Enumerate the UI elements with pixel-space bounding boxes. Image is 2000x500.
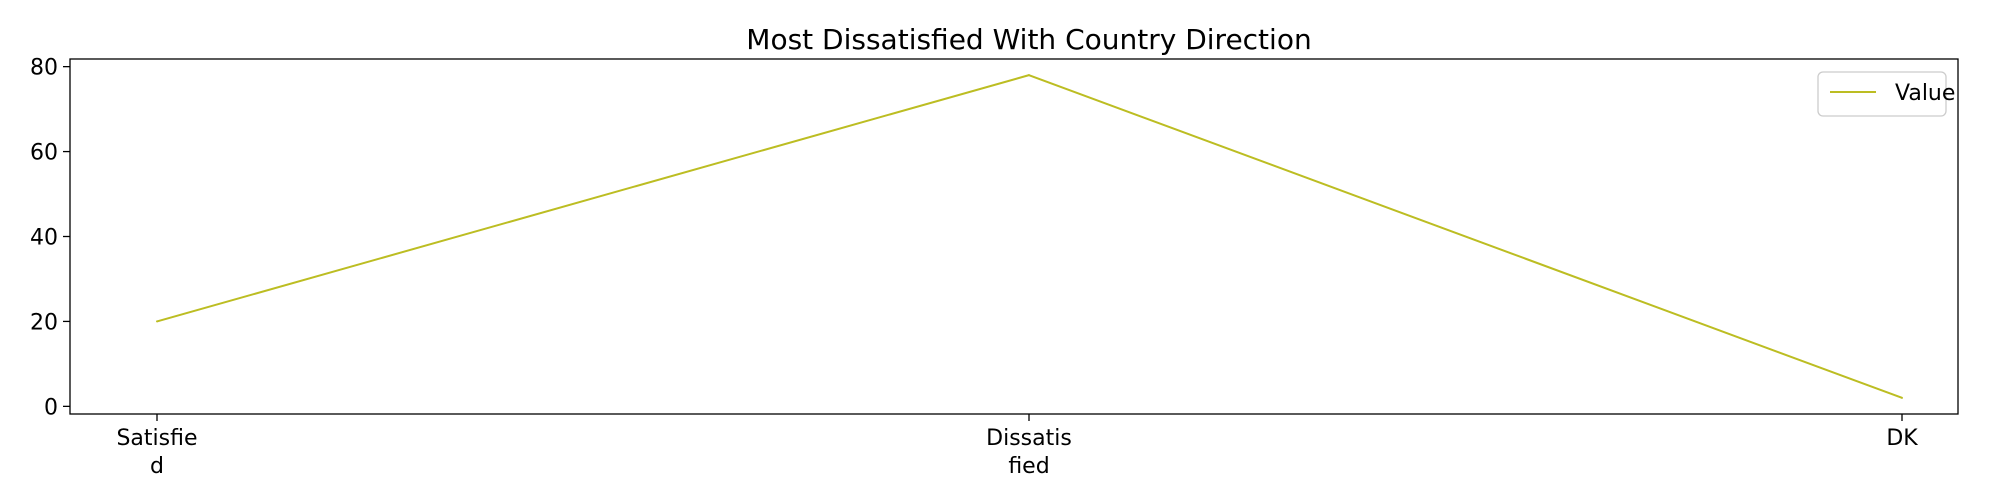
series-line-value: [156, 74, 1903, 399]
y-tick-label: 0: [44, 395, 58, 420]
data-point: [1028, 74, 1030, 77]
y-tick-label: 60: [30, 141, 58, 166]
x-tick-label-line: Satisfie: [116, 426, 197, 451]
y-axis: 0 20 40 60 80: [30, 56, 70, 420]
chart-title: Most Dissatisfied With Country Direction: [746, 23, 1311, 56]
x-tick-label-line: DK: [1886, 426, 1918, 451]
x-tick-label: Dissatis fied: [986, 426, 1072, 479]
x-tick-label-line: Dissatis: [986, 426, 1072, 451]
y-tick-label: 20: [30, 310, 58, 335]
legend-box: [1817, 71, 1947, 117]
x-tick-label: Satisfie d: [116, 426, 197, 479]
y-tick-label: 80: [30, 56, 58, 81]
data-point: [1901, 396, 1903, 399]
y-tick-label: 40: [30, 226, 58, 251]
data-point: [156, 320, 158, 323]
x-tick-label-line: fied: [1008, 454, 1049, 479]
legend: Value: [1817, 71, 1955, 117]
series-layer: [156, 74, 1903, 399]
x-tick-label-line: d: [150, 454, 164, 479]
x-axis: Satisfie d Dissatis fied DK: [116, 414, 1918, 479]
x-tick-label: DK: [1886, 426, 1918, 451]
legend-label-value: Value: [1895, 81, 1955, 106]
plot-area: [69, 58, 1959, 415]
